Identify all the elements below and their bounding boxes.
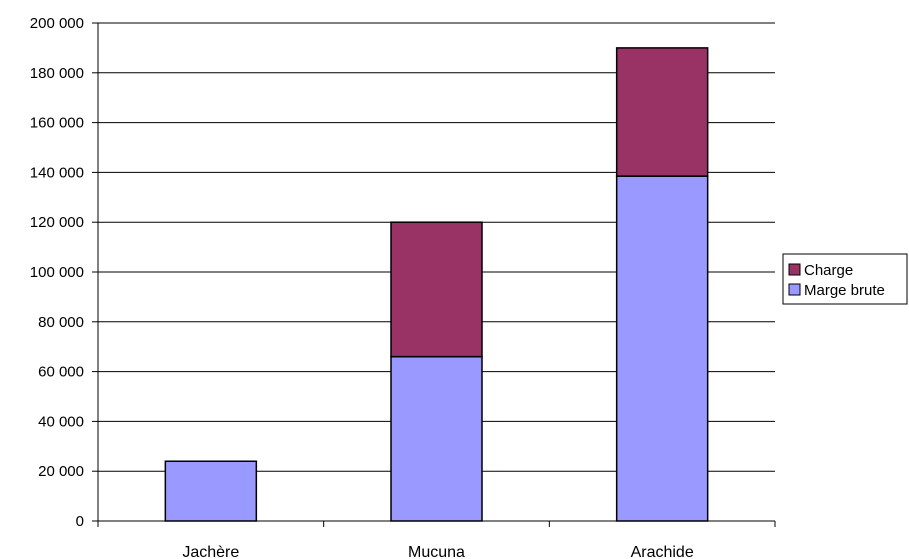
bar-segment-marge-brute [164, 460, 258, 522]
bar-segment-marge-brute [615, 175, 709, 522]
bars [164, 47, 709, 522]
y-tick-label: 20 000 [38, 463, 84, 480]
legend-swatch [788, 263, 801, 276]
legend-label: Charge [804, 262, 853, 279]
x-category-labels: Jachère Mucuna Arachide [182, 544, 693, 559]
x-category-label: Mucuna [408, 544, 465, 559]
legend-swatch [788, 283, 801, 296]
bar-segment-charge [615, 47, 709, 177]
y-tick-labels: 0 20 000 40 000 60 000 80 000 100 000 120 000 1… [30, 15, 84, 530]
y-tick-label: 40 000 [38, 413, 84, 430]
bar-segment-marge-brute [390, 355, 483, 522]
bar-segment-charge [390, 221, 483, 358]
y-tick-label: 200 000 [30, 15, 84, 32]
legend-label: Marge brute [804, 282, 885, 299]
legend: Charge Marge brute [782, 253, 908, 305]
x-category-label: Jachère [182, 544, 239, 559]
y-tick-label: 180 000 [30, 65, 84, 82]
y-tick-label: 140 000 [30, 164, 84, 181]
y-tick-label: 0 [76, 513, 84, 530]
legend-box [782, 253, 908, 305]
y-tick-label: 160 000 [30, 115, 84, 132]
y-tick-label: 100 000 [30, 264, 84, 281]
y-tick-label: 60 000 [38, 364, 84, 381]
x-category-label: Arachide [631, 544, 694, 559]
y-tick-label: 120 000 [30, 214, 84, 231]
y-tick-label: 80 000 [38, 314, 84, 331]
